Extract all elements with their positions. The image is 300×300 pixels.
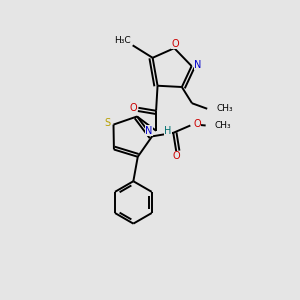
- Text: N: N: [194, 60, 202, 70]
- Text: O: O: [172, 152, 180, 161]
- Text: CH₃: CH₃: [214, 121, 231, 130]
- Text: O: O: [172, 39, 180, 49]
- Text: H₃C: H₃C: [115, 36, 131, 45]
- Text: S: S: [104, 118, 110, 128]
- Text: O: O: [193, 119, 201, 129]
- Text: CH₃: CH₃: [217, 104, 233, 113]
- Text: O: O: [129, 103, 137, 113]
- Text: H: H: [164, 126, 172, 136]
- Text: N: N: [145, 126, 153, 136]
